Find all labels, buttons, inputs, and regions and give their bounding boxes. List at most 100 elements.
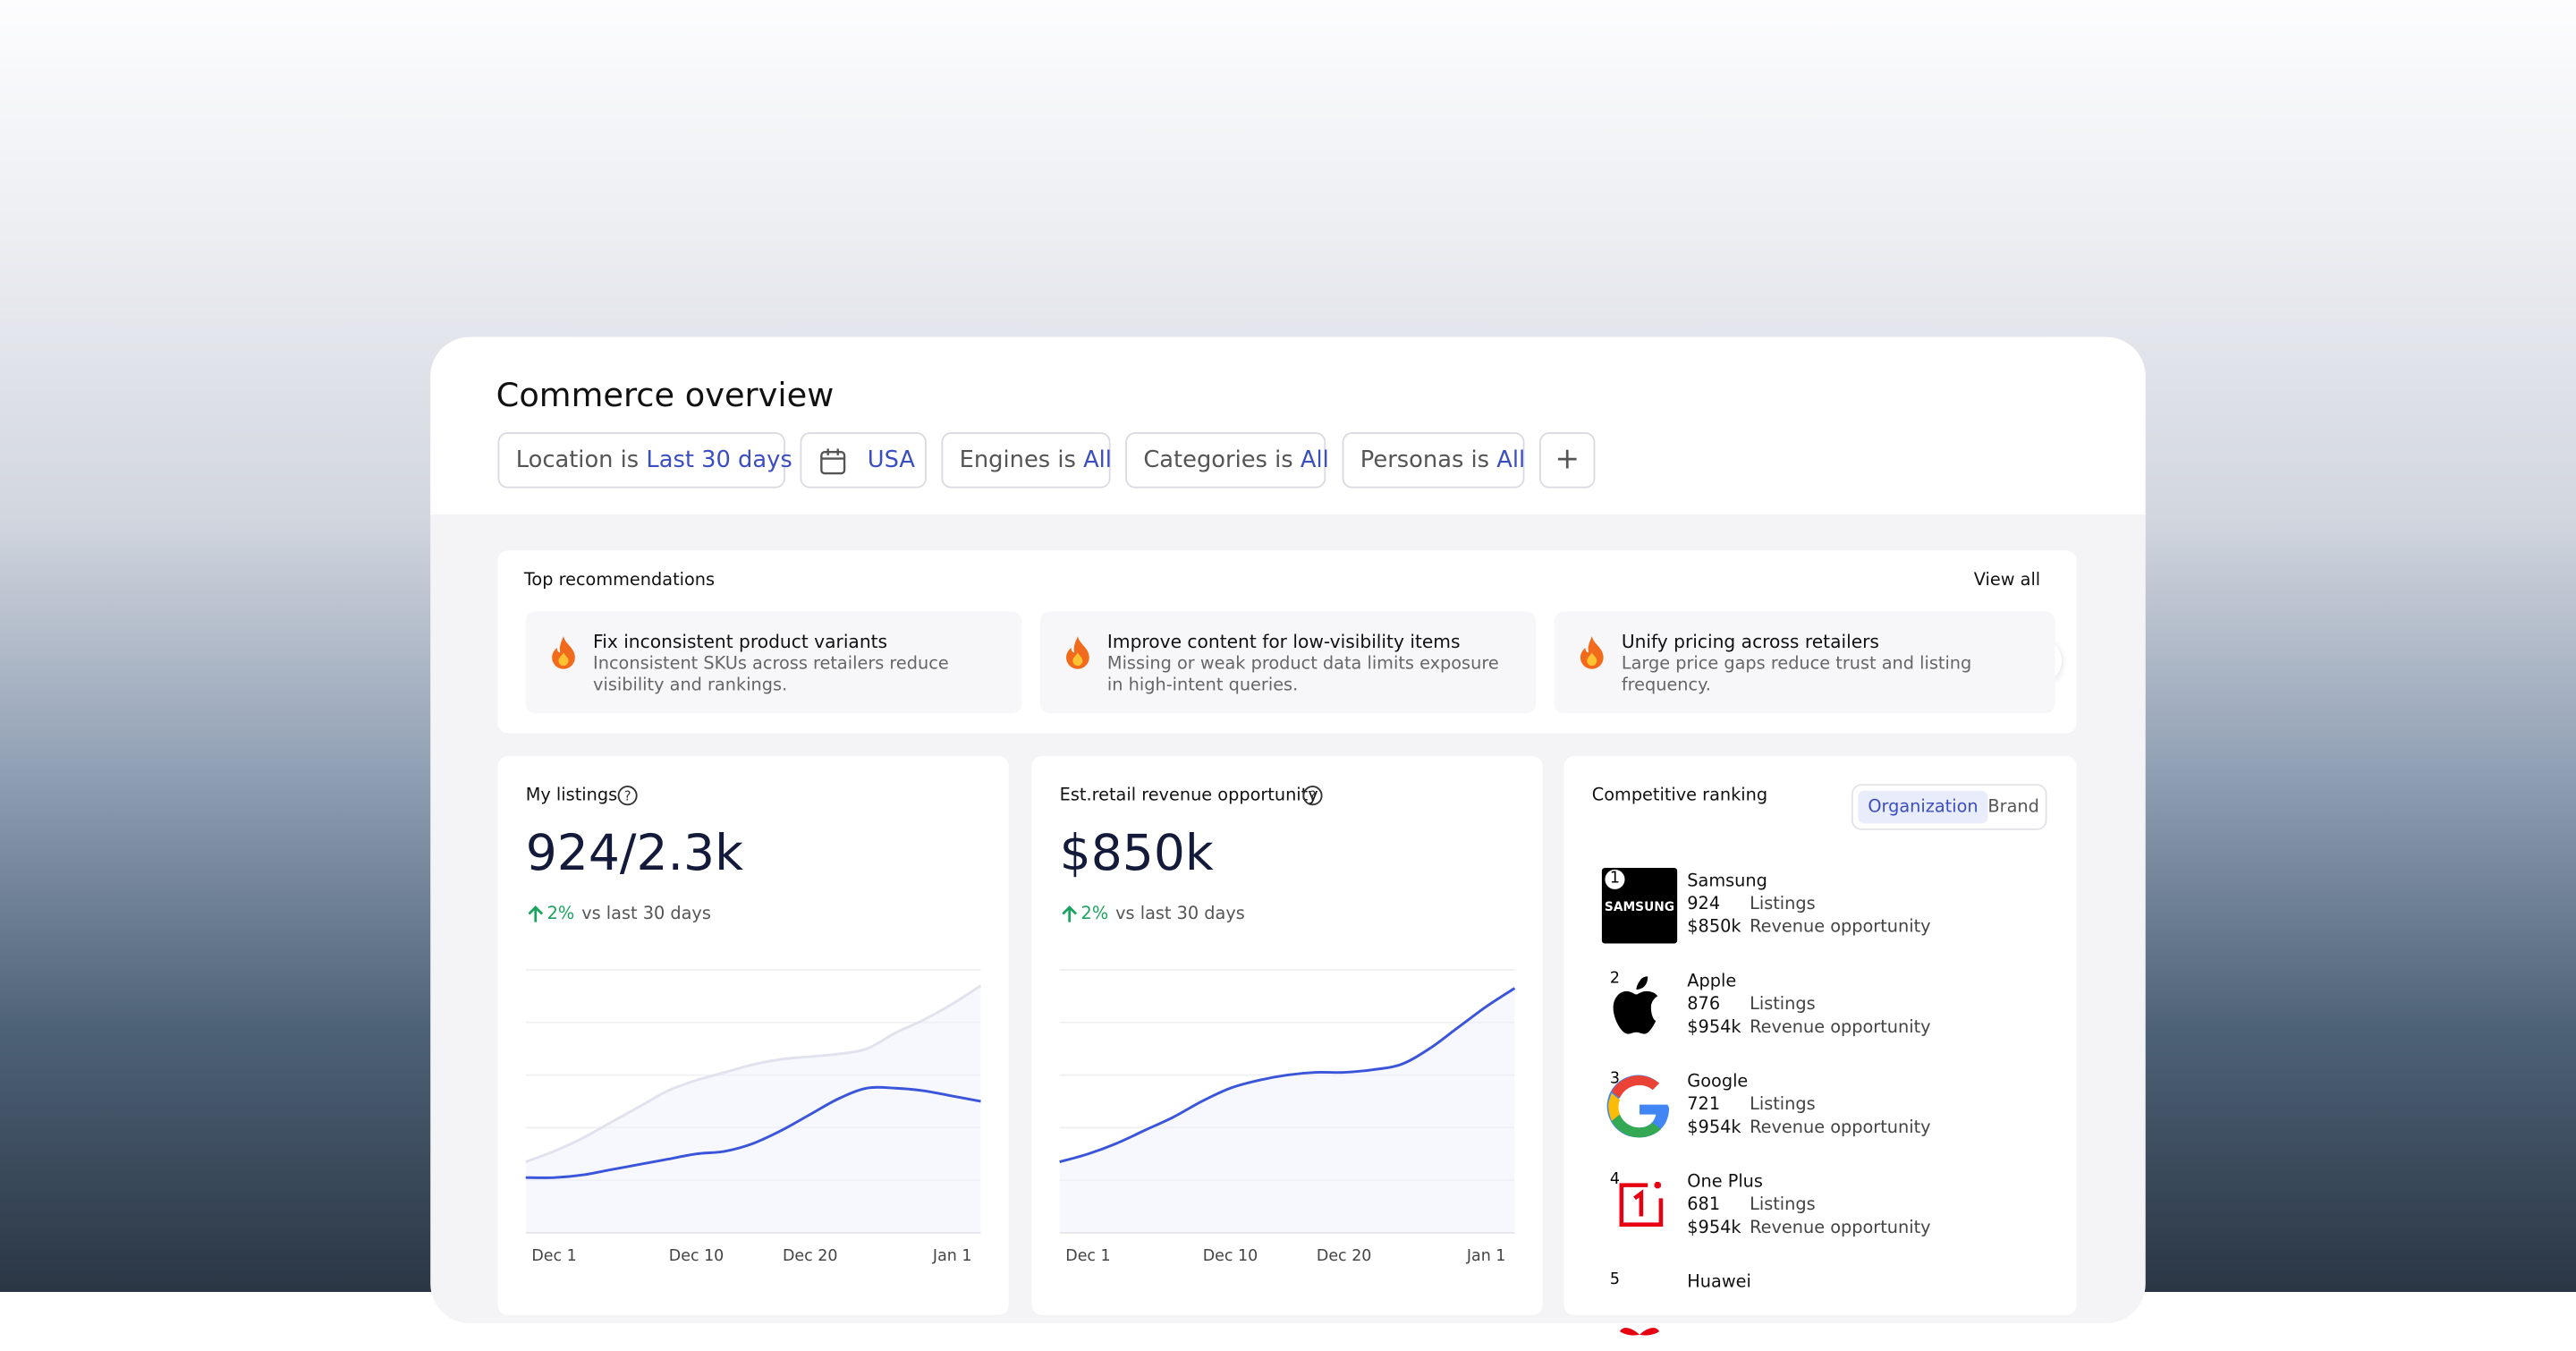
x-tick-label: Dec 10: [1203, 1247, 1258, 1265]
calendar-icon: [820, 448, 846, 475]
ranking-item[interactable]: 3 Google 721 Listings $954k Revenue opportu…: [1602, 1068, 2095, 1151]
brand-name: Samsung: [1687, 871, 1767, 891]
brand-name: Huawei: [1687, 1271, 1751, 1293]
filter[interactable]: Location is Last 30 days: [497, 432, 792, 489]
listings-label: Listings: [1750, 994, 1816, 1015]
revenue-value: $850k: [1687, 917, 1741, 938]
line: [525, 1085, 981, 1179]
add-filter-button[interactable]: +: [1538, 432, 1596, 489]
toggle-option[interactable]: Organization: [1858, 790, 1988, 824]
filter-label: Personas is: [1360, 446, 1490, 474]
filter[interactable]: Engines is All: [941, 432, 1112, 489]
line: [1059, 987, 1516, 1163]
x-tick-label: Dec 1: [1065, 1247, 1110, 1265]
card-title: My listings: [525, 786, 618, 806]
x-tick-label: Dec 1: [531, 1247, 576, 1265]
kpi-change-note: vs last 30 days: [1115, 904, 1245, 924]
recommendation[interactable]: Improve content for low-visibility items…: [1039, 611, 1537, 714]
ranking-item[interactable]: 5 Huawei: [1602, 1269, 2095, 1351]
listings-card: [497, 756, 1009, 1315]
listings-value: 924: [1687, 894, 1721, 914]
recommendation-title: Unify pricing across retailers: [1621, 631, 1879, 653]
brand-logo: [1606, 1075, 1670, 1138]
kpi-change-note: vs last 30 days: [581, 904, 711, 924]
ranking-card: [1563, 756, 2077, 1315]
kpi-value: 924/2.3k: [525, 825, 744, 883]
rank: 2: [1609, 969, 1621, 989]
recommendation-description: Missing or weak product data limits expo…: [1106, 654, 1499, 696]
rank: 4: [1609, 1170, 1621, 1189]
recommendation-title: Improve content for low-visibility items: [1106, 631, 1461, 653]
filter-value: All: [1496, 446, 1526, 474]
brand-logo: [1619, 1181, 1664, 1228]
recommendation-description: Inconsistent SKUs across retailers reduc…: [593, 654, 949, 696]
listings-label: Listings: [1750, 894, 1816, 914]
filter-value: All: [1083, 446, 1112, 474]
listings-value: 681: [1687, 1194, 1721, 1215]
revenue-label: Revenue opportunity: [1750, 1017, 1931, 1038]
filter-label: Engines is: [959, 446, 1076, 474]
kpi-change: 2%: [1080, 904, 1109, 924]
recommendation-description: Large price gaps reduce trust and listin…: [1621, 654, 1972, 696]
kpi-value: $850k: [1059, 825, 1214, 883]
recommendation[interactable]: Fix inconsistent product variants Inconsi…: [525, 611, 1022, 714]
toggle: Organization Brand: [1851, 784, 2047, 830]
x-tick-label: Jan 1: [932, 1247, 972, 1265]
help-icon: ?: [617, 786, 638, 806]
ranking-item[interactable]: SAMSUNG 1 Samsung 924 Listings $850k Revenu…: [1601, 868, 2095, 950]
fire-icon: [1066, 635, 1089, 669]
filter-label: Location is: [515, 446, 640, 474]
brand-name: Apple: [1687, 971, 1737, 991]
ranking-item[interactable]: 4 One Plus 681 Listings $954k Revenue oppor…: [1602, 1168, 2095, 1251]
revenue-label: Revenue opportunity: [1750, 1117, 1931, 1138]
toggle-option[interactable]: Brand: [1987, 797, 2039, 818]
recommendation[interactable]: Unify pricing across retailers Large pric…: [1554, 611, 2055, 714]
brand-logo: [1613, 976, 1658, 1034]
line: [525, 984, 982, 1163]
section-title: Competitive ranking: [1591, 786, 1768, 806]
brand-name: Google: [1687, 1071, 1749, 1092]
svg-text:?: ?: [624, 789, 631, 804]
listings-value: 721: [1687, 1094, 1721, 1115]
fire-icon: [1580, 635, 1604, 669]
x-tick-label: Dec 20: [783, 1247, 837, 1265]
revenue-card: [1031, 756, 1543, 1315]
revenue-value: $954k: [1687, 1218, 1741, 1238]
area: [1059, 988, 1515, 1233]
view-all-link[interactable]: View all: [1973, 570, 2041, 591]
rank: 5: [1609, 1270, 1621, 1289]
revenue-value: $954k: [1687, 1017, 1741, 1038]
help-icon: ?: [1302, 786, 1323, 806]
logo-text: SAMSUNG: [1605, 900, 1674, 914]
rank: 1: [1605, 869, 1625, 889]
page-title: Commerce overview: [496, 374, 835, 414]
card-title: Est.retail revenue opportunity: [1059, 786, 1318, 806]
listings-label: Listings: [1750, 1194, 1816, 1215]
ranking-item[interactable]: 2 Apple 876 Listings $954k Revenue opportun…: [1602, 968, 2095, 1050]
up-arrow-icon: [1062, 905, 1078, 922]
filter-value: All: [1300, 446, 1329, 474]
listings-label: Listings: [1750, 1094, 1816, 1115]
filter[interactable]: Personas is All: [1342, 432, 1526, 489]
revenue-label: Revenue opportunity: [1750, 917, 1931, 938]
filter-label: Categories is: [1143, 446, 1293, 474]
fire-icon: [552, 635, 575, 669]
screen: Commerce overview Location is Last 30 da…: [430, 336, 2146, 1336]
section-title: Top recommendations: [523, 570, 716, 591]
brand-name: One Plus: [1687, 1171, 1763, 1192]
filter[interactable]: Categories is All: [1125, 432, 1329, 489]
filter-value: USA: [867, 446, 916, 474]
x-tick-label: Dec 10: [669, 1247, 724, 1265]
up-arrow-icon: [528, 905, 544, 922]
filter-value: Last 30 days: [646, 446, 792, 474]
recommendation-title: Fix inconsistent product variants: [593, 631, 888, 653]
x-tick-label: Dec 20: [1317, 1247, 1371, 1265]
revenue-label: Revenue opportunity: [1750, 1218, 1931, 1238]
filter[interactable]: USA: [800, 432, 927, 489]
svg-text:?: ?: [1309, 789, 1317, 804]
revenue-value: $954k: [1687, 1117, 1741, 1138]
x-tick-label: Jan 1: [1466, 1247, 1506, 1265]
kpi-change: 2%: [547, 904, 575, 924]
area: [525, 985, 981, 1233]
